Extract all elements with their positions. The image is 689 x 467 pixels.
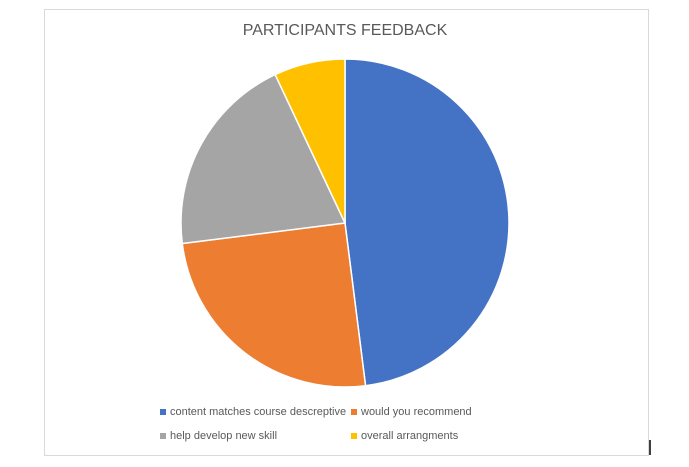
legend-marker bbox=[160, 409, 166, 415]
legend-label: content matches course descreptive bbox=[170, 406, 346, 418]
pie-slice bbox=[344, 58, 510, 387]
legend-marker bbox=[351, 409, 357, 415]
legend-marker bbox=[160, 433, 166, 439]
pie-slice bbox=[181, 222, 367, 388]
legend-marker bbox=[351, 433, 357, 439]
chart-title: PARTICIPANTS FEEDBACK bbox=[243, 22, 448, 39]
pie-slice bbox=[274, 58, 346, 224]
legend-label: help develop new skill bbox=[170, 430, 277, 442]
pie-slice bbox=[180, 73, 347, 245]
legend-label: overall arrangments bbox=[361, 430, 459, 442]
legend-label: would you recommend bbox=[360, 406, 472, 418]
